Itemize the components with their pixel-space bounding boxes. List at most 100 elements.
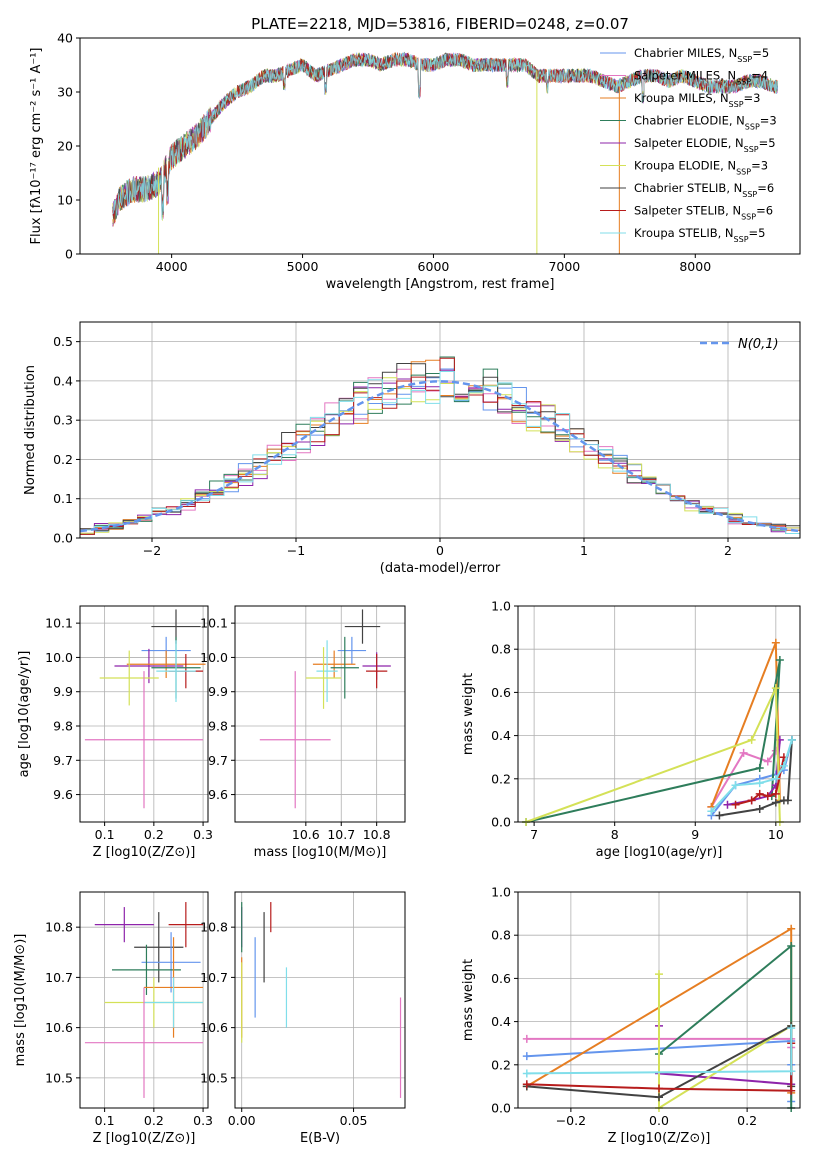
y-tick-label: 0.2 (53, 452, 73, 467)
x-axis-label: Z [log10(Z/Z⊙)] (608, 1131, 711, 1146)
legend-subscript: SSP (736, 77, 751, 86)
axes-frame (234, 605, 406, 823)
x-tick-label: 0.0 (649, 1113, 669, 1128)
panel-residuals: −2 −1 0 1 2 0.0 0.1 0.2 0.3 0.4 0.5 (data-model)/er… (23, 321, 801, 576)
mass-weight-marker (522, 1052, 531, 1061)
y-tick-label: 10.6 (45, 1020, 73, 1035)
mass-weight-marker (739, 748, 748, 757)
mass-weight-marker (522, 1034, 531, 1043)
y-axis-label: age [log10(age/yr)] (17, 651, 32, 778)
x-tick-label: 10 (768, 827, 784, 842)
y-tick-label: 0.1 (53, 491, 73, 506)
mass-weight-marker (715, 811, 724, 820)
y-tick-label: 10.0 (45, 650, 73, 665)
normal-curve (79, 380, 801, 533)
axes-frame (517, 605, 801, 823)
legend-subscript: SSP (737, 55, 752, 64)
legend-subscript: SSP (745, 122, 760, 131)
legend-label: N(0,1) (738, 337, 779, 352)
y-tick-label: 0.4 (491, 728, 511, 743)
y-tick-label: 0.6 (491, 685, 511, 700)
x-tick-label: 0.3 (193, 827, 213, 842)
panel-mass_vs_Z: 0.1 0.2 0.3 10.5 10.6 10.7 10.8 Z [log10(Z/Z⊙)]… (13, 891, 213, 1146)
panel-mw_vs_Z: −0.2 0.0 0.2 0.0 0.2 0.4 0.6 0.8 1.0 Z [log10(Z/Z… (461, 885, 801, 1146)
x-tick-label: 0.05 (340, 1113, 368, 1128)
y-tick-label: 0.5 (53, 334, 73, 349)
y-tick-label: 9.8 (53, 719, 73, 734)
legend-label: Kroupa ELODIE, NSSP=3 (634, 159, 768, 177)
legend-label: Kroupa STELIB, NSSP=5 (634, 226, 765, 244)
y-tick-label: 10.5 (200, 1070, 228, 1085)
y-tick-label: 0.8 (491, 642, 511, 657)
y-tick-label: 9.9 (53, 684, 73, 699)
legend-subscript: SSP (741, 212, 756, 221)
x-tick-label: 0.1 (95, 827, 115, 842)
mass-weight-line (710, 750, 777, 808)
y-tick-label: 10 (57, 193, 73, 208)
x-tick-label: 0.00 (228, 1113, 256, 1128)
legend-subscript: SSP (729, 100, 744, 109)
mass-weight-marker (755, 779, 764, 788)
mass-weight-marker (771, 774, 780, 783)
y-tick-label: 10.7 (45, 970, 73, 985)
legend-label: Chabrier STELIB, NSSP=6 (634, 181, 774, 199)
panel-spectrum: 4000 5000 6000 7000 8000 0 10 20 30 40 wavelength … (29, 31, 801, 292)
mass-weight-line (658, 943, 793, 1108)
mass-weight-marker (763, 792, 772, 801)
y-axis-label: mass weight (461, 959, 476, 1041)
figure-title: PLATE=2218, MJD=53816, FIBERID=0248, z=0… (251, 15, 629, 33)
x-tick-label: 7000 (548, 259, 580, 274)
mass-weight-marker (779, 761, 788, 770)
axes-frame (79, 37, 801, 255)
x-tick-label: −2 (143, 543, 161, 558)
mass-weight-marker (747, 796, 756, 805)
x-tick-label: 0 (436, 543, 444, 558)
mass-weight-line (719, 739, 793, 817)
y-tick-label: 1.0 (491, 599, 511, 614)
y-tick-label: 0.0 (491, 815, 511, 830)
mass-weight-marker (771, 798, 780, 807)
mass-weight-marker (787, 1067, 796, 1076)
mass-weight-marker (723, 800, 732, 809)
mass-weight-marker (731, 781, 740, 790)
y-tick-label: 10.7 (200, 970, 228, 985)
x-axis-label: Z [log10(Z/Z⊙)] (93, 845, 196, 860)
y-tick-label: 30 (57, 85, 73, 100)
y-axis-label: mass [log10(M/M⊙)] (13, 934, 28, 1067)
mass-weight-marker (755, 789, 764, 798)
mass-weight-marker (783, 796, 792, 805)
mass-weight-marker (787, 735, 796, 744)
axes-frame (234, 891, 406, 1109)
legend-label: Salpeter STELIB, NSSP=6 (634, 204, 773, 222)
x-tick-label: 9 (691, 827, 699, 842)
x-tick-label: −1 (287, 543, 305, 558)
y-tick-label: 9.6 (53, 787, 73, 802)
axes-frame (79, 605, 209, 823)
x-axis-label: Z [log10(Z/Z⊙)] (93, 1131, 196, 1146)
mass-weight-marker (763, 757, 772, 766)
x-tick-label: 2 (724, 543, 732, 558)
y-tick-label: 1.0 (491, 885, 511, 900)
panel-age_vs_mass: 10.6 10.7 10.8 9.6 9.7 9.8 9.9 10.0 10.1 mass [lo… (200, 605, 406, 860)
x-tick-label: 10.6 (292, 827, 320, 842)
x-tick-label: 0.1 (95, 1113, 115, 1128)
y-tick-label: 9.8 (208, 719, 228, 734)
x-axis-label: (data-model)/error (380, 561, 501, 576)
legend-label: Salpeter MILES, NSSP=4 (634, 69, 768, 87)
mass-weight-line (658, 1025, 793, 1086)
y-tick-label: 0.0 (53, 531, 73, 546)
mass-weight-marker (775, 656, 784, 664)
y-tick-label: 0.2 (491, 771, 511, 786)
y-tick-label: 0.3 (53, 413, 73, 428)
mass-weight-marker (522, 1069, 531, 1078)
y-tick-label: 10.6 (200, 1020, 228, 1035)
x-tick-label: 4000 (156, 259, 188, 274)
x-tick-label: 1 (580, 543, 588, 558)
mass-weight-marker (731, 800, 740, 809)
mass-weight-marker (655, 1093, 663, 1102)
x-tick-label: 8000 (679, 259, 711, 274)
y-tick-label: 10.8 (45, 920, 73, 935)
legend-label: Salpeter ELODIE, NSSP=5 (634, 136, 776, 154)
mass-weight-marker (787, 1086, 796, 1095)
axes-frame (517, 891, 801, 1109)
